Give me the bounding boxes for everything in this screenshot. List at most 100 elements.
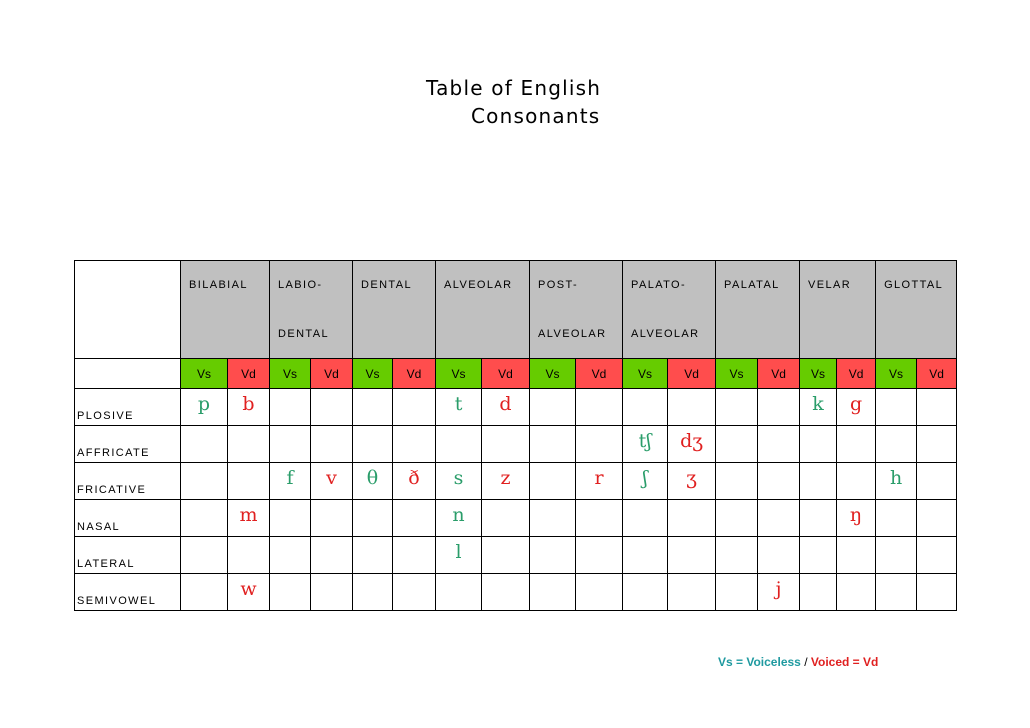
table-cell: j bbox=[757, 573, 801, 611]
table-cell bbox=[916, 499, 958, 537]
table-cell bbox=[575, 388, 624, 426]
table-cell bbox=[916, 425, 958, 463]
table-cell bbox=[916, 536, 958, 574]
consonant-symbol: p bbox=[197, 393, 211, 415]
voiceless-header: Vs bbox=[352, 358, 393, 389]
voiced-header: Vd bbox=[916, 358, 958, 389]
consonant-symbol: k bbox=[812, 393, 824, 415]
table-cell bbox=[875, 573, 918, 611]
table-cell bbox=[575, 536, 624, 574]
table-cell bbox=[529, 499, 577, 537]
consonant-symbol: z bbox=[500, 467, 511, 489]
table-cell: ʃ bbox=[622, 462, 669, 500]
place-header: PALATAL bbox=[715, 260, 801, 310]
legend-voiced: Voiced = Vd bbox=[810, 655, 879, 669]
voiced-header: Vd bbox=[575, 358, 624, 389]
table-cell bbox=[227, 462, 270, 500]
page-title: Table of English Consonants bbox=[426, 74, 666, 130]
legend: Vs = Voiceless / Voiced = Vd bbox=[718, 655, 878, 669]
place-header-line2: ALVEOLAR bbox=[622, 309, 717, 359]
voiced-header: Vd bbox=[836, 358, 877, 389]
table-cell bbox=[757, 388, 801, 426]
table-cell: z bbox=[481, 462, 531, 500]
table-cell bbox=[757, 425, 801, 463]
place-header: BILABIAL bbox=[180, 260, 270, 310]
consonant-symbol: f bbox=[286, 467, 294, 489]
place-header: LABIO- bbox=[269, 260, 353, 310]
voiceless-header: Vs bbox=[715, 358, 759, 389]
table-cell: ʒ bbox=[667, 462, 717, 500]
table-cell bbox=[269, 425, 311, 463]
table-cell: f bbox=[269, 462, 311, 500]
consonant-symbol: n bbox=[452, 504, 465, 526]
table-cell bbox=[667, 573, 717, 611]
table-cell bbox=[836, 425, 877, 463]
table-cell bbox=[622, 573, 669, 611]
table-cell bbox=[310, 499, 353, 537]
table-cell bbox=[836, 536, 877, 574]
consonant-symbol: ʒ bbox=[686, 467, 697, 489]
consonant-table: BILABIAL LABIO- DENTAL ALVEOLAR POST- PALATO-… bbox=[74, 260, 958, 611]
manner-label: SEMIVOWEL bbox=[74, 573, 181, 611]
legend-voiceless: Vs = Voiceless bbox=[718, 655, 801, 669]
table-cell bbox=[529, 573, 577, 611]
table-cell bbox=[799, 462, 838, 500]
place-header-line2 bbox=[180, 309, 270, 359]
table-cell: ŋ bbox=[836, 499, 877, 537]
place-header: PALATO- bbox=[622, 260, 717, 310]
place-header-line2: DENTAL bbox=[269, 309, 353, 359]
table-cell bbox=[799, 536, 838, 574]
header-row-places-2: DENTAL ALVEOLAR ALVEOLAR bbox=[74, 309, 958, 359]
table-cell: p bbox=[180, 388, 228, 426]
table-cell bbox=[757, 462, 801, 500]
table-cell: w bbox=[227, 573, 270, 611]
table-cell bbox=[529, 536, 577, 574]
consonant-symbol: r bbox=[594, 467, 604, 489]
consonant-symbol: m bbox=[239, 504, 258, 526]
table-cell: v bbox=[310, 462, 353, 500]
voiced-header: Vd bbox=[757, 358, 801, 389]
table-cell: s bbox=[435, 462, 483, 500]
table-cell bbox=[875, 499, 918, 537]
table-cell bbox=[435, 573, 483, 611]
table-cell bbox=[269, 499, 311, 537]
table-cell bbox=[575, 425, 624, 463]
place-header-line2 bbox=[875, 309, 958, 359]
table-cell bbox=[391, 536, 437, 574]
table-cell bbox=[875, 536, 918, 574]
table-cell bbox=[667, 388, 717, 426]
table-cell bbox=[529, 425, 577, 463]
table-cell bbox=[310, 388, 353, 426]
table-cell bbox=[875, 425, 918, 463]
table-cell: t bbox=[435, 388, 483, 426]
title-line-1: Table of English bbox=[426, 76, 602, 100]
header-row-places: BILABIAL LABIO- DENTAL ALVEOLAR POST- PALATO-… bbox=[74, 260, 958, 310]
title-line-2: Consonants bbox=[471, 104, 601, 128]
table-cell bbox=[391, 388, 437, 426]
voiceless-header: Vs bbox=[529, 358, 577, 389]
table-cell bbox=[352, 536, 393, 574]
consonant-symbol: l bbox=[455, 541, 462, 563]
table-cell bbox=[799, 425, 838, 463]
place-header: GLOTTAL bbox=[875, 260, 958, 310]
place-header-line2 bbox=[799, 309, 877, 359]
table-cell bbox=[715, 536, 759, 574]
table-cell bbox=[227, 425, 270, 463]
header-corner bbox=[74, 309, 181, 359]
consonant-symbol: θ bbox=[366, 467, 379, 489]
table-cell bbox=[352, 499, 393, 537]
table-cell bbox=[799, 573, 838, 611]
table-cell bbox=[757, 536, 801, 574]
table-cell bbox=[575, 573, 624, 611]
table-cell bbox=[435, 425, 483, 463]
legend-separator: / bbox=[804, 655, 808, 669]
manner-label: LATERAL bbox=[74, 536, 181, 574]
table-cell: ð bbox=[391, 462, 437, 500]
voiceless-header: Vs bbox=[799, 358, 838, 389]
place-header-line2: ALVEOLAR bbox=[529, 309, 624, 359]
table-cell bbox=[757, 499, 801, 537]
table-cell bbox=[310, 425, 353, 463]
table-cell bbox=[622, 388, 669, 426]
table-cell: tʃ bbox=[622, 425, 669, 463]
table-cell bbox=[529, 462, 577, 500]
